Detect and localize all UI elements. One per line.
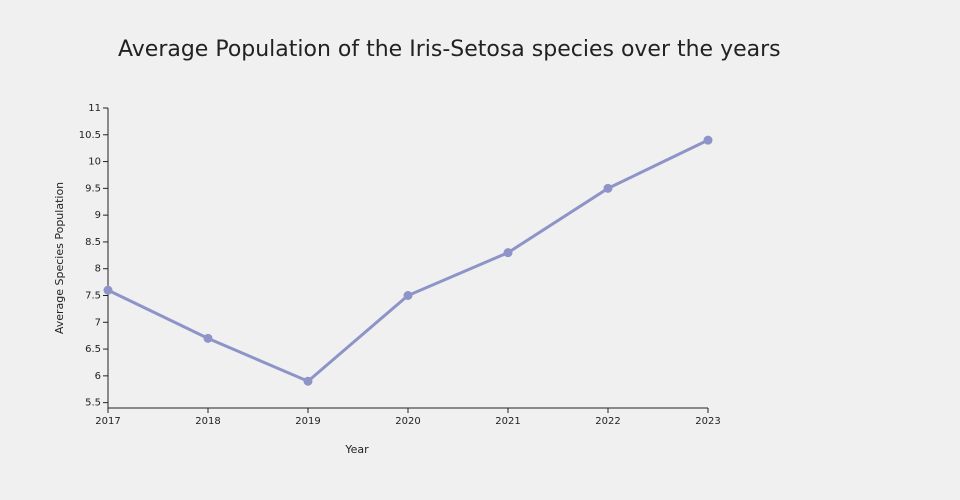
y-tick-label: 8 bbox=[95, 264, 101, 275]
point bbox=[103, 285, 113, 295]
y-tick-label: 11 bbox=[88, 103, 101, 114]
point bbox=[603, 183, 613, 193]
x-tick-label: 2018 bbox=[195, 416, 220, 427]
point bbox=[503, 248, 513, 258]
y-tick-label: 5.5 bbox=[85, 398, 101, 409]
x-tick-label: 2019 bbox=[295, 416, 320, 427]
chart-title: Average Population of the Iris-Setosa sp… bbox=[118, 37, 781, 62]
x-tick-label: 2023 bbox=[695, 416, 720, 427]
y-tick-label: 10.5 bbox=[79, 130, 101, 141]
x-tick-label: 2020 bbox=[395, 416, 420, 427]
x-axis-label: Year bbox=[344, 443, 369, 456]
y-tick-label: 7.5 bbox=[85, 291, 101, 302]
y-tick-label: 7 bbox=[95, 317, 101, 328]
y-tick-label: 9 bbox=[95, 210, 101, 221]
point bbox=[203, 333, 213, 343]
y-axis-label: Average Species Population bbox=[53, 182, 66, 334]
point bbox=[703, 135, 713, 145]
y-tick-label: 9.5 bbox=[85, 183, 101, 194]
point bbox=[403, 291, 413, 300]
y-tick-label: 8.5 bbox=[85, 237, 101, 248]
y-tick-label: 6.5 bbox=[85, 344, 101, 355]
y-tick-label: 6 bbox=[95, 371, 101, 382]
y-tick-label: 10 bbox=[88, 157, 101, 168]
x-tick-label: 2017 bbox=[95, 416, 120, 427]
x-tick-label: 2022 bbox=[595, 416, 620, 427]
point bbox=[303, 376, 313, 386]
x-tick-label: 2021 bbox=[495, 416, 520, 427]
